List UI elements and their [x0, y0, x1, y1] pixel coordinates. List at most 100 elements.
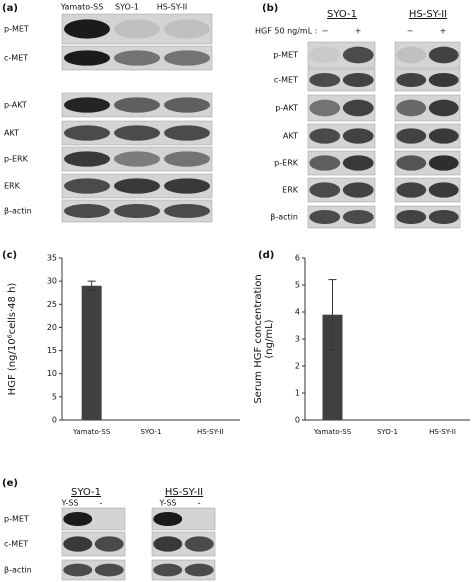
- blot-band: [342, 209, 374, 225]
- x-tick-label: Yamato-SS: [72, 428, 111, 436]
- panel-label: (e): [2, 478, 18, 489]
- blot-band: [114, 97, 160, 113]
- y-tick-label: 10: [47, 369, 57, 378]
- blot-band: [428, 128, 459, 144]
- blot-band: [63, 511, 93, 527]
- blot-band: [164, 19, 210, 39]
- blot-band: [114, 19, 160, 39]
- bar: [81, 285, 102, 420]
- y-tick-label: 3: [295, 335, 300, 344]
- blot-band: [396, 46, 427, 64]
- blot-band: [64, 50, 110, 66]
- blot-band: [396, 209, 427, 225]
- y-axis-label: (ng/mL): [264, 319, 275, 358]
- row-label: c-MET: [274, 76, 298, 85]
- y-tick-label: 5: [295, 281, 300, 290]
- lane-label: −: [322, 27, 329, 36]
- group-label: HS-SY-II: [165, 487, 203, 498]
- row-label: c-MET: [4, 54, 28, 63]
- blot-band: [164, 97, 210, 113]
- y-tick-label: 35: [47, 254, 57, 263]
- row-label: p-ERK: [4, 155, 29, 164]
- lane-label: -: [100, 499, 103, 508]
- y-tick-label: 15: [47, 346, 57, 355]
- y-tick-label: 0: [52, 416, 57, 425]
- blot-band: [342, 46, 374, 64]
- lane-label: HS-SY-II: [157, 3, 188, 12]
- y-tick-label: 25: [47, 300, 57, 309]
- blot-band: [164, 125, 210, 141]
- x-tick-label: Yamato-SS: [313, 428, 352, 436]
- panel-label: (d): [258, 250, 274, 261]
- panel-label: (a): [2, 3, 18, 14]
- blot-band: [153, 536, 183, 552]
- blot-band: [342, 128, 374, 144]
- blot-band: [342, 182, 374, 198]
- blot-band: [184, 536, 214, 552]
- row-label: p-AKT: [4, 101, 27, 110]
- error-bar: [87, 280, 96, 291]
- blot-band: [114, 178, 160, 194]
- y-axis-label: HGF (ng/10⁶cells·48 h): [7, 283, 18, 396]
- lane-label: +: [355, 27, 362, 36]
- panel-label: (c): [2, 250, 17, 261]
- row-label: ERK: [4, 182, 21, 191]
- blot-band: [64, 178, 110, 194]
- blot-band: [153, 511, 183, 527]
- blot-band: [309, 46, 341, 64]
- blot-band: [64, 97, 110, 113]
- y-tick-label: 30: [47, 277, 57, 286]
- blot-band: [94, 536, 124, 552]
- row-label: AKT: [4, 129, 19, 138]
- x-tick-label: HS-SY-II: [197, 428, 224, 436]
- lane-label: −: [407, 27, 414, 36]
- row-label: β-actin: [4, 566, 32, 575]
- group-label: SYO-1: [71, 487, 101, 498]
- blot-band: [309, 99, 341, 117]
- blot-band: [64, 151, 110, 167]
- y-tick-label: 20: [47, 323, 57, 332]
- blot-band: [114, 203, 160, 219]
- error-bar: [328, 279, 337, 351]
- blot-band: [114, 125, 160, 141]
- blot-band: [342, 72, 374, 88]
- lane-label: -: [198, 499, 201, 508]
- lane-label: SYO-1: [115, 3, 139, 12]
- panel-label: (b): [262, 3, 278, 14]
- lane-label: Y-SS: [61, 499, 79, 508]
- row-label: ERK: [282, 186, 299, 195]
- lane-label: +: [440, 27, 447, 36]
- blot-band: [64, 19, 110, 39]
- blot-band: [428, 46, 459, 64]
- row-label: p-MET: [4, 515, 29, 524]
- row-label: AKT: [283, 132, 298, 141]
- row-label: p-MET: [4, 25, 29, 34]
- group-label: SYO-1: [327, 9, 357, 20]
- blot-band: [396, 182, 427, 198]
- blot-band: [428, 72, 459, 88]
- y-axis-label: Serum HGF concentration: [253, 274, 264, 403]
- blot-band: [428, 182, 459, 198]
- blot-band: [309, 182, 341, 198]
- blot-band: [114, 151, 160, 167]
- x-tick-label: SYO-1: [140, 428, 161, 436]
- group-label: HS-SY-II: [409, 9, 447, 20]
- blot-band: [309, 155, 341, 171]
- blot-band: [396, 99, 427, 117]
- blot-band: [309, 128, 341, 144]
- blot-band: [396, 128, 427, 144]
- y-tick-label: 5: [52, 392, 57, 401]
- blot-band: [342, 155, 374, 171]
- y-tick-label: 6: [295, 254, 300, 263]
- blot-band: [63, 563, 93, 577]
- y-tick-label: 2: [295, 362, 300, 371]
- blot-band: [153, 563, 183, 577]
- row-label: p-ERK: [274, 159, 299, 168]
- blot-band: [428, 209, 459, 225]
- blot-band: [164, 178, 210, 194]
- row-label: p-MET: [273, 51, 298, 60]
- blot-band: [64, 125, 110, 141]
- blot-band: [396, 72, 427, 88]
- blot-band: [114, 50, 160, 66]
